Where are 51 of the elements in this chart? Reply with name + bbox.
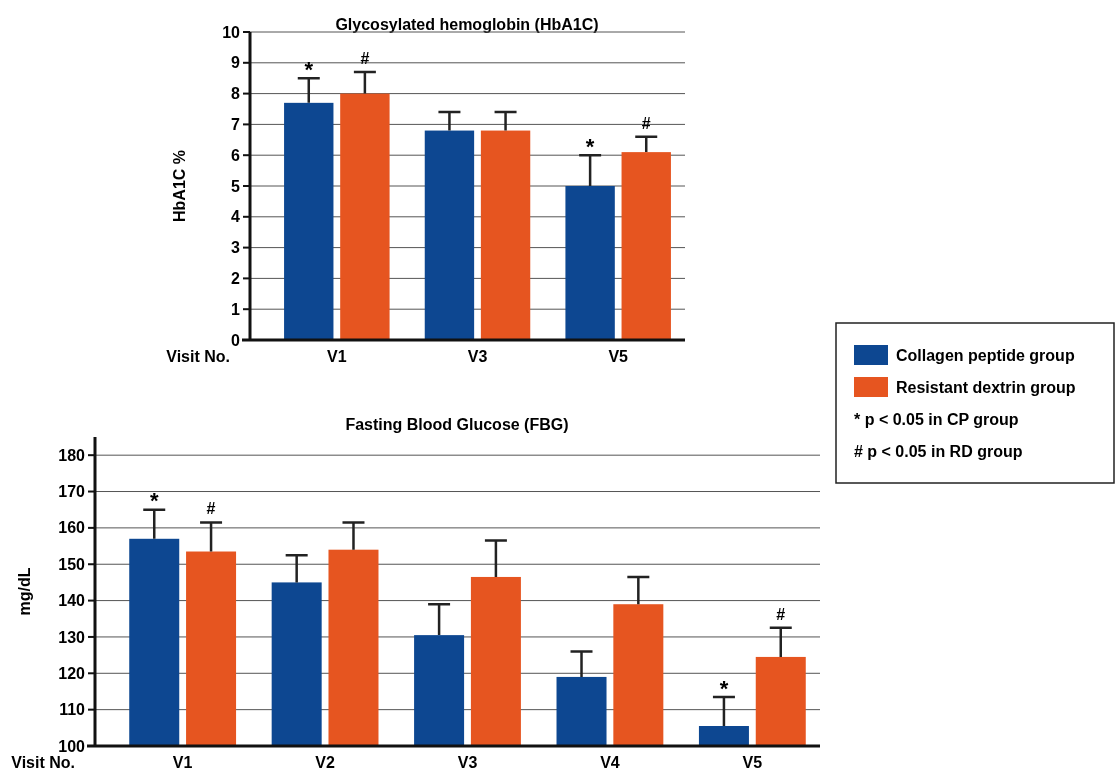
annotation: * <box>304 56 314 82</box>
y-tick-label: 1 <box>231 300 241 318</box>
x-tick-label: V3 <box>457 754 478 771</box>
x-tick-label: V1 <box>172 754 193 771</box>
annotation: # <box>776 605 786 623</box>
y-tick-label: 7 <box>231 116 241 133</box>
y-tick-label: 130 <box>58 628 86 646</box>
x-tick-label: V2 <box>315 754 335 771</box>
x-tick-label: V4 <box>600 754 620 771</box>
y-tick-label: 170 <box>58 483 86 501</box>
x-tick-label: V5 <box>608 348 629 365</box>
text: # p < 0.05 in RD group <box>854 442 1023 460</box>
y-axis-title: mg/dL <box>16 567 33 616</box>
bar <box>424 130 475 340</box>
y-tick-label: 5 <box>231 177 241 195</box>
chart-title: Fasting Blood Glucose (FBG) <box>345 416 569 433</box>
text: * p < 0.05 in CP group <box>854 410 1019 428</box>
y-tick-label: 6 <box>231 146 241 164</box>
x-axis-title: Visit No. <box>166 348 230 365</box>
x-axis-title: Visit No. <box>11 754 75 771</box>
legend-label: Collagen peptide group <box>896 346 1075 364</box>
y-tick-label: 2 <box>231 270 241 287</box>
y-axis-title: HbA1C % <box>171 149 188 223</box>
y-tick-label: 110 <box>59 701 86 719</box>
chart-title: Glycosylated hemoglobin (HbA1C) <box>335 16 599 33</box>
x-tick-label: V3 <box>467 348 488 365</box>
y-tick-label: 120 <box>58 664 86 682</box>
bar <box>621 152 671 340</box>
legend-label: Resistant dextrin group <box>896 378 1076 396</box>
y-tick-label: 160 <box>58 519 86 537</box>
annotation: * <box>585 133 595 159</box>
bar <box>565 186 615 340</box>
x-tick-label: V5 <box>742 754 763 771</box>
y-tick-label: 3 <box>231 239 241 257</box>
y-tick-label: 0 <box>231 331 241 349</box>
y-tick-label: 150 <box>58 555 86 573</box>
bar <box>284 102 334 340</box>
y-tick-label: 9 <box>231 54 241 72</box>
x-tick-label: V1 <box>327 348 347 365</box>
bar <box>480 130 531 340</box>
annotation: * <box>149 488 159 514</box>
y-tick-label: 10 <box>222 23 241 41</box>
bar <box>340 93 390 340</box>
annotation: # <box>360 50 370 68</box>
y-tick-label: 4 <box>231 208 241 226</box>
y-tick-label: 100 <box>58 737 86 755</box>
annotation: # <box>206 500 216 518</box>
y-tick-label: 140 <box>58 592 86 610</box>
annotation: * <box>719 675 729 701</box>
y-tick-label: 180 <box>58 446 86 464</box>
y-tick-label: 8 <box>231 85 241 103</box>
